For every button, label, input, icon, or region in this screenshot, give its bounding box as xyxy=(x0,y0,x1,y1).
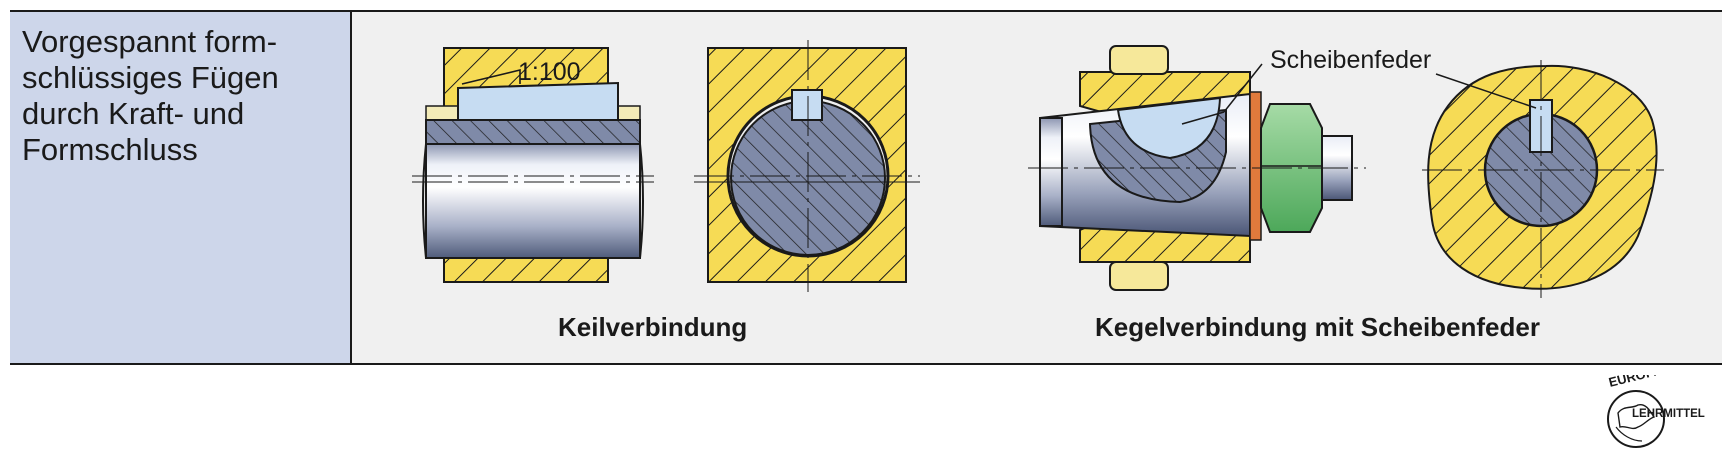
shaft-body xyxy=(425,143,641,259)
description-line-3: durch Kraft- und xyxy=(22,96,245,131)
description-cell: Vorgespannt form- schlüssiges Fügen durc… xyxy=(10,12,352,363)
woodruff-key xyxy=(1116,96,1222,160)
leader-line xyxy=(1435,73,1537,109)
key-cross-section xyxy=(791,89,823,121)
globe-icon xyxy=(1617,403,1656,430)
keyed-joint-section-view xyxy=(694,40,920,292)
description-line-4: Formschluss xyxy=(22,132,198,167)
logo-top-text: EUROPA xyxy=(1607,375,1664,390)
description-line-1: Vorgespannt form- xyxy=(22,24,278,59)
washer xyxy=(1249,91,1262,241)
taper-key xyxy=(457,81,619,121)
taper-ratio-label: 1:100 xyxy=(518,58,581,86)
description-line-2: schlüssiges Fügen xyxy=(22,60,279,95)
caption-taper-joint: Kegelverbindung mit Scheibenfeder xyxy=(1095,312,1540,342)
keyed-joint-side-view: 1:100 xyxy=(412,47,654,283)
taper-joint-side-view: Scheibenfeder xyxy=(1028,45,1431,291)
taper-symbol xyxy=(461,68,521,85)
logo-bottom-text: LEHRMITTEL xyxy=(1632,408,1705,420)
leader-line xyxy=(1223,63,1263,113)
caption-keyed-joint: Keilverbindung xyxy=(558,312,748,342)
publisher-logo: EUROPA LEHRMITTEL xyxy=(1607,375,1705,448)
shaft-cut-section xyxy=(425,119,641,145)
woodruff-key-label: Scheibenfeder xyxy=(1270,46,1431,74)
technical-drawing: 1:100 Scheibenfeder xyxy=(412,40,1664,298)
taper-joint-section-view xyxy=(1422,60,1664,298)
